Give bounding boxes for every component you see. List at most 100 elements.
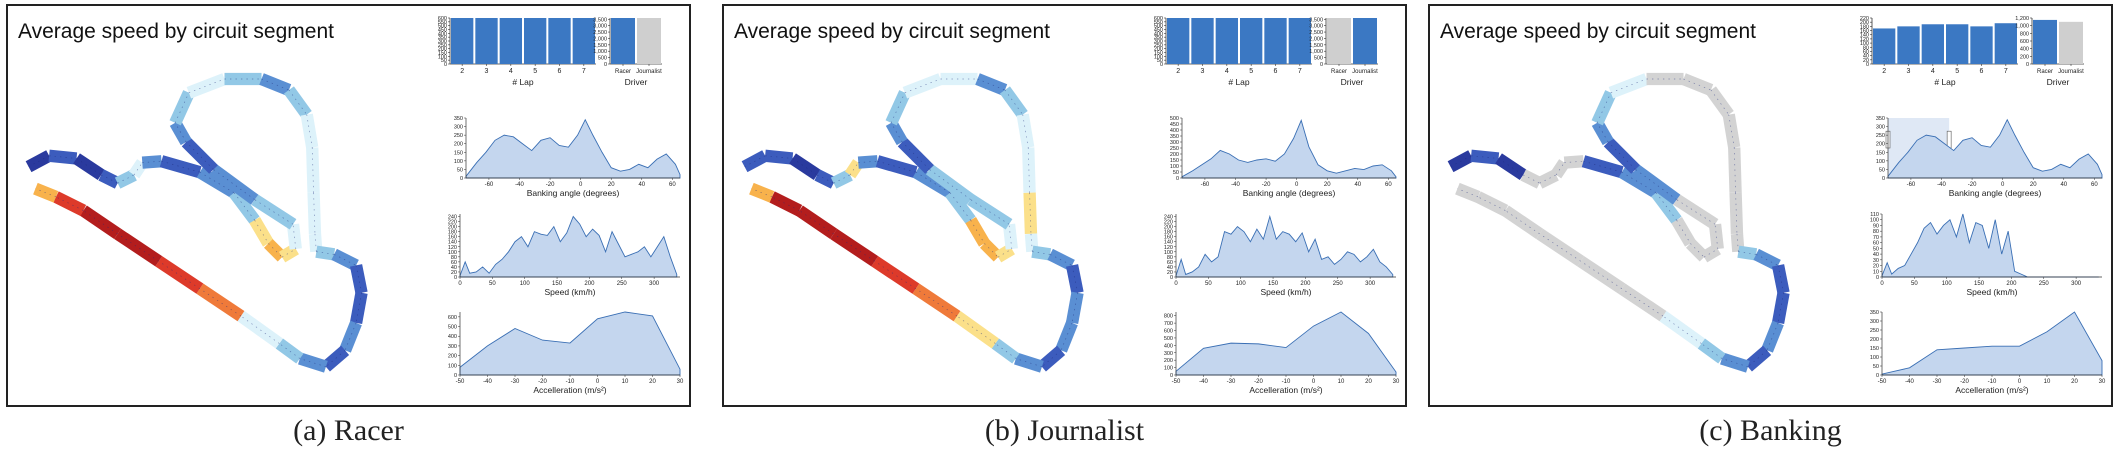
track-segment[interactable] bbox=[912, 283, 961, 322]
track-segment[interactable] bbox=[278, 243, 299, 263]
track-segment[interactable] bbox=[1536, 228, 1585, 267]
track-segment[interactable] bbox=[844, 159, 864, 179]
track-segment[interactable] bbox=[925, 164, 975, 205]
bar-3[interactable] bbox=[1191, 18, 1214, 64]
bar-2[interactable] bbox=[1167, 18, 1190, 64]
track-segment[interactable] bbox=[814, 169, 837, 189]
track-segment[interactable] bbox=[795, 205, 838, 239]
track-segment[interactable] bbox=[1031, 245, 1052, 261]
track-segment[interactable] bbox=[991, 338, 1020, 364]
track-segment[interactable] bbox=[830, 169, 853, 189]
track-segment[interactable] bbox=[871, 256, 920, 294]
bar-7[interactable] bbox=[1994, 23, 2017, 64]
track-segment[interactable] bbox=[141, 155, 162, 169]
track-segment[interactable] bbox=[830, 228, 879, 267]
track-segment[interactable] bbox=[283, 86, 312, 119]
track-segment[interactable] bbox=[1618, 283, 1667, 322]
bar-5[interactable] bbox=[1240, 18, 1263, 64]
track-segment[interactable] bbox=[1550, 159, 1570, 179]
bar-4[interactable] bbox=[1215, 18, 1238, 64]
track-segment[interactable] bbox=[1761, 320, 1784, 353]
bar-3[interactable] bbox=[475, 18, 498, 64]
area-series bbox=[465, 118, 681, 179]
bar-7[interactable] bbox=[572, 18, 595, 64]
bar-racer[interactable] bbox=[2033, 19, 2057, 64]
track-segment[interactable] bbox=[857, 155, 878, 169]
track-segment[interactable] bbox=[1686, 239, 1709, 262]
track-segment[interactable] bbox=[994, 243, 1015, 263]
bar-journalist[interactable] bbox=[1353, 18, 1377, 64]
bar-2[interactable] bbox=[451, 18, 474, 64]
y-tick-label: 150 bbox=[454, 150, 463, 156]
track-segment[interactable] bbox=[259, 73, 292, 96]
track-segment[interactable] bbox=[1066, 291, 1084, 325]
track-segment[interactable] bbox=[1501, 205, 1544, 239]
bar-4[interactable] bbox=[499, 18, 522, 64]
track-segment[interactable] bbox=[1023, 192, 1038, 235]
track-segment[interactable] bbox=[789, 153, 821, 181]
bar-5[interactable] bbox=[1946, 24, 1969, 64]
track-segment[interactable] bbox=[769, 191, 803, 217]
track-segment[interactable] bbox=[209, 164, 259, 205]
track-segment[interactable] bbox=[315, 245, 336, 261]
track-segment[interactable] bbox=[53, 191, 87, 217]
track-segment[interactable] bbox=[1536, 169, 1559, 189]
track-segment[interactable] bbox=[975, 73, 1008, 96]
track-segment[interactable] bbox=[1563, 155, 1584, 169]
track-segment[interactable] bbox=[1520, 169, 1543, 189]
track-segment[interactable] bbox=[1002, 223, 1018, 250]
track-segment[interactable] bbox=[1708, 223, 1724, 250]
track-segment[interactable] bbox=[1495, 153, 1527, 181]
brush-handle[interactable] bbox=[1946, 130, 1952, 149]
track-segment[interactable] bbox=[999, 86, 1028, 119]
track-segment[interactable] bbox=[196, 283, 245, 322]
bar-4[interactable] bbox=[1921, 24, 1944, 64]
x-tick-label: 150 bbox=[1268, 281, 1279, 287]
track-segment[interactable] bbox=[1055, 320, 1078, 353]
bar-journalist[interactable] bbox=[2059, 21, 2083, 64]
track-segment[interactable] bbox=[98, 169, 121, 189]
track-segment[interactable] bbox=[308, 233, 323, 253]
track-segment[interactable] bbox=[980, 239, 1003, 262]
x-tick-label: -20 bbox=[1254, 379, 1263, 385]
track-segment[interactable] bbox=[1743, 345, 1772, 372]
track-segment[interactable] bbox=[1681, 73, 1714, 96]
track-segment[interactable] bbox=[1475, 191, 1509, 217]
track-segment[interactable] bbox=[1730, 233, 1745, 253]
bar-3[interactable] bbox=[1897, 26, 1920, 64]
bar-6[interactable] bbox=[1264, 18, 1287, 64]
track-segment[interactable] bbox=[286, 223, 302, 250]
bar-7[interactable] bbox=[1288, 18, 1311, 64]
track-segment[interactable] bbox=[339, 320, 362, 353]
y-tick-label: 200 bbox=[454, 142, 463, 148]
track-segment[interactable] bbox=[1697, 338, 1726, 364]
track-segment[interactable] bbox=[1024, 233, 1039, 253]
track-segment[interactable] bbox=[114, 228, 163, 267]
track-segment[interactable] bbox=[1705, 86, 1734, 119]
track-segment[interactable] bbox=[350, 291, 368, 325]
track-segment[interactable] bbox=[1577, 256, 1626, 294]
track-segment[interactable] bbox=[307, 192, 322, 235]
track-segment[interactable] bbox=[73, 153, 105, 181]
track-segment[interactable] bbox=[275, 338, 304, 364]
track-segment[interactable] bbox=[1729, 192, 1744, 235]
bar-2[interactable] bbox=[1873, 28, 1896, 65]
track-segment[interactable] bbox=[155, 256, 204, 294]
bar-6[interactable] bbox=[548, 18, 571, 64]
track-segment[interactable] bbox=[1700, 243, 1721, 263]
track-segment[interactable] bbox=[114, 169, 137, 189]
track-segment[interactable] bbox=[128, 159, 148, 179]
bar-6[interactable] bbox=[1970, 26, 1993, 64]
track-segment[interactable] bbox=[1631, 164, 1681, 205]
track-segment[interactable] bbox=[321, 345, 350, 372]
track-segment[interactable] bbox=[1037, 345, 1066, 372]
bar-racer[interactable] bbox=[611, 18, 635, 64]
track-segment[interactable] bbox=[1737, 245, 1758, 261]
track-segment[interactable] bbox=[1772, 291, 1790, 325]
track-segment[interactable] bbox=[79, 205, 122, 239]
track-segment[interactable] bbox=[264, 239, 287, 262]
x-tick-label: 6 bbox=[1274, 68, 1278, 75]
bar-5[interactable] bbox=[524, 18, 547, 64]
bar-racer[interactable] bbox=[1327, 18, 1351, 64]
bar-journalist[interactable] bbox=[637, 18, 661, 64]
